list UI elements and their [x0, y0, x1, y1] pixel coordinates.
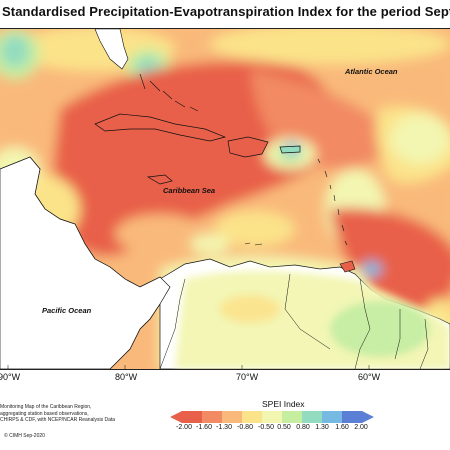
hispaniola [227, 136, 269, 158]
lesser-antilles [317, 158, 348, 246]
trinidad [339, 260, 356, 273]
longitude-70w: 70°W [236, 372, 259, 382]
longitude-80w: 80°W [115, 372, 138, 382]
longitude-90w: 90°W [0, 372, 21, 382]
credit-text: © CIMH Sep-2020 [4, 433, 45, 439]
legend-swatch-3 [222, 411, 242, 423]
legend-tick: -0.80 [237, 424, 253, 431]
map-title: Standardised Precipitation-Evapotranspir… [0, 4, 450, 20]
legend-swatch-5 [262, 411, 282, 423]
caribbean-sea-label: Caribbean Sea [163, 186, 215, 195]
country-borders [284, 273, 429, 369]
bahamas [139, 73, 199, 112]
central-america-outline [0, 156, 171, 369]
legend-swatch-4 [242, 411, 262, 423]
land-field [175, 270, 450, 369]
legend-tick: -2.00 [176, 424, 192, 431]
legend-tick: 0.50 [277, 424, 291, 431]
jamaica [146, 174, 173, 185]
map-notes: Monitoring Map of the Caribbean Region, … [0, 404, 116, 424]
legend-title: SPEI Index [262, 399, 305, 409]
legend-swatch-2 [202, 411, 222, 423]
note-line-3: CHIRPS & CDF, with NCEP/NCAR Reanalysis … [0, 417, 116, 423]
cuba [94, 113, 227, 142]
legend-tick: 1.30 [315, 424, 329, 431]
note-line-1: Monitoring Map of the Caribbean Region, [0, 404, 92, 410]
legend-swatch-6 [282, 411, 302, 423]
legend-swatch-8 [322, 411, 342, 423]
legend-swatch-9 [342, 411, 362, 423]
legend-ticks: -2.00 -1.60 -1.30 -0.80 -0.50 0.50 0.80 … [170, 424, 370, 434]
legend-arrow-dry [170, 411, 182, 423]
grid-ticks [7, 365, 370, 369]
legend-tick: -1.60 [196, 424, 212, 431]
legend-colorbar [170, 411, 374, 423]
legend-swatch-1 [182, 411, 202, 423]
legend-swatch-7 [302, 411, 322, 423]
puerto-rico [279, 145, 301, 154]
map-canvas: Atlantic Ocean Caribbean Sea Pacific Oce… [0, 29, 450, 369]
longitude-60w: 60°W [358, 372, 381, 382]
abc-islands [244, 242, 263, 246]
legend-tick: -0.50 [258, 424, 274, 431]
legend-arrow-wet [362, 411, 374, 423]
colombia-border [159, 278, 186, 369]
atlantic-ocean-label: Atlantic Ocean [344, 67, 398, 76]
legend-tick: 1.60 [335, 424, 349, 431]
legend-tick: 0.80 [296, 424, 310, 431]
legend-tick: -1.30 [216, 424, 232, 431]
pacific-ocean-label: Pacific Ocean [42, 306, 92, 315]
map-title-text: Standardised Precipitation-Evapotranspir… [2, 4, 450, 19]
note-line-2: aggregating station based observations, [0, 410, 89, 417]
florida [94, 29, 129, 70]
spei-map: Atlantic Ocean Caribbean Sea Pacific Oce… [0, 28, 450, 370]
legend-tick: 2.00 [354, 424, 368, 431]
